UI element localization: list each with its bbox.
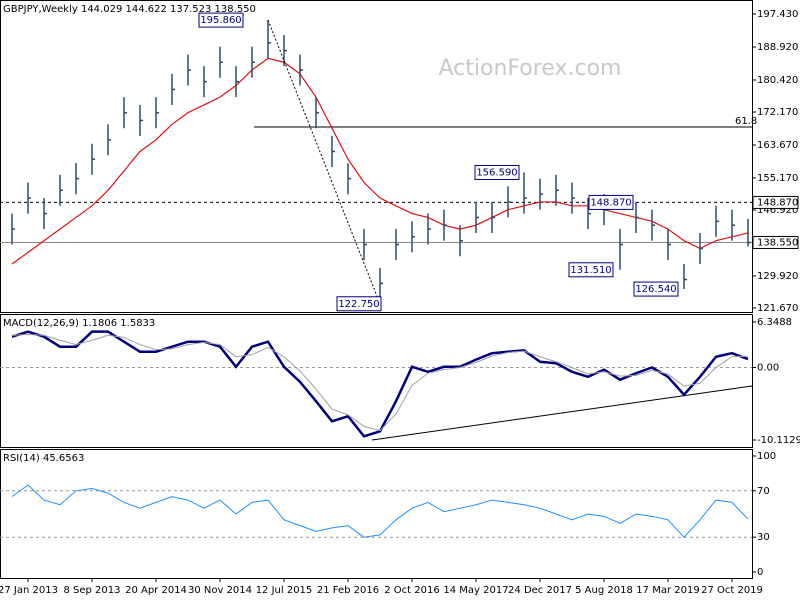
fib-swing <box>267 19 381 304</box>
annotation-label: 148.870 <box>590 197 631 208</box>
indicator-line <box>11 330 749 438</box>
y-tick-label: 188.920 <box>757 42 798 53</box>
y-tick-label: 70 <box>757 486 770 497</box>
price-tag <box>752 235 799 249</box>
panel-title: GBPJPY,Weekly 144.029 144.622 137.523 13… <box>3 4 256 15</box>
y-tick-label: 30 <box>757 532 770 543</box>
x-tick-label: 30 Nov 2014 <box>188 585 252 596</box>
y-tick-label: 146.920 <box>757 205 798 216</box>
annotation-label: 122.750 <box>338 299 379 310</box>
y-tick-label: 0 <box>757 567 763 578</box>
indicator-line <box>11 484 749 538</box>
panel-title: MACD(12,26,9) 1.1806 1.5833 <box>3 318 155 329</box>
rsi-panel <box>0 449 753 579</box>
annotation-box <box>336 296 382 312</box>
annotation-box <box>588 194 634 210</box>
watermark: ActionForex.com <box>439 56 622 81</box>
annotation-box <box>633 281 679 297</box>
y-tick-label: 6.3488 <box>757 317 792 328</box>
macd-trendline <box>371 385 753 441</box>
price-tag-label: 138.550 <box>757 237 798 248</box>
price-tag <box>752 195 799 209</box>
fib-label: 61.8 <box>735 116 757 127</box>
y-tick-label: 155.170 <box>757 173 798 184</box>
annotation-box <box>568 262 614 278</box>
macd-panel <box>0 314 753 448</box>
annotation-label: 126.540 <box>635 284 676 295</box>
x-tick-label: 8 Sep 2013 <box>63 585 120 596</box>
x-tick-label: 17 Mar 2019 <box>636 585 699 596</box>
x-tick-label: 27 Oct 2019 <box>701 585 763 596</box>
x-tick-label: 5 Aug 2018 <box>575 585 633 596</box>
x-tick-label: 12 Jul 2015 <box>256 585 313 596</box>
moving-average <box>11 57 749 265</box>
price-tag-label: 148.870 <box>757 197 798 208</box>
annotation-label: 156.590 <box>476 167 517 178</box>
annotation-box <box>474 164 520 180</box>
y-tick-label: 163.670 <box>757 140 798 151</box>
annotation-label: 131.510 <box>570 265 611 276</box>
annotation-box <box>198 12 244 28</box>
x-tick-label: 20 Apr 2014 <box>125 585 187 596</box>
y-tick-label: 197.430 <box>757 9 798 20</box>
x-tick-label: 21 Feb 2016 <box>317 585 379 596</box>
x-tick-label: 2 Oct 2016 <box>384 585 439 596</box>
y-tick-label: 129.920 <box>757 271 798 282</box>
x-tick-label: 14 May 2017 <box>443 585 508 596</box>
y-tick-label: -10.1129 <box>757 435 800 446</box>
indicator-line <box>11 334 749 432</box>
x-tick-label: 24 Dec 2017 <box>508 585 572 596</box>
y-tick-label: 172.170 <box>757 107 798 118</box>
y-tick-label: 0.00 <box>757 363 779 374</box>
panel-title: RSI(14) 45.6563 <box>3 453 84 464</box>
y-tick-label: 180.420 <box>757 75 798 86</box>
y-tick-label: 121.670 <box>757 303 798 314</box>
y-tick-label: 100 <box>757 451 776 462</box>
annotation-label: 195.860 <box>200 15 241 26</box>
x-tick-label: 27 Jan 2013 <box>0 585 58 596</box>
price-panel <box>0 0 753 313</box>
